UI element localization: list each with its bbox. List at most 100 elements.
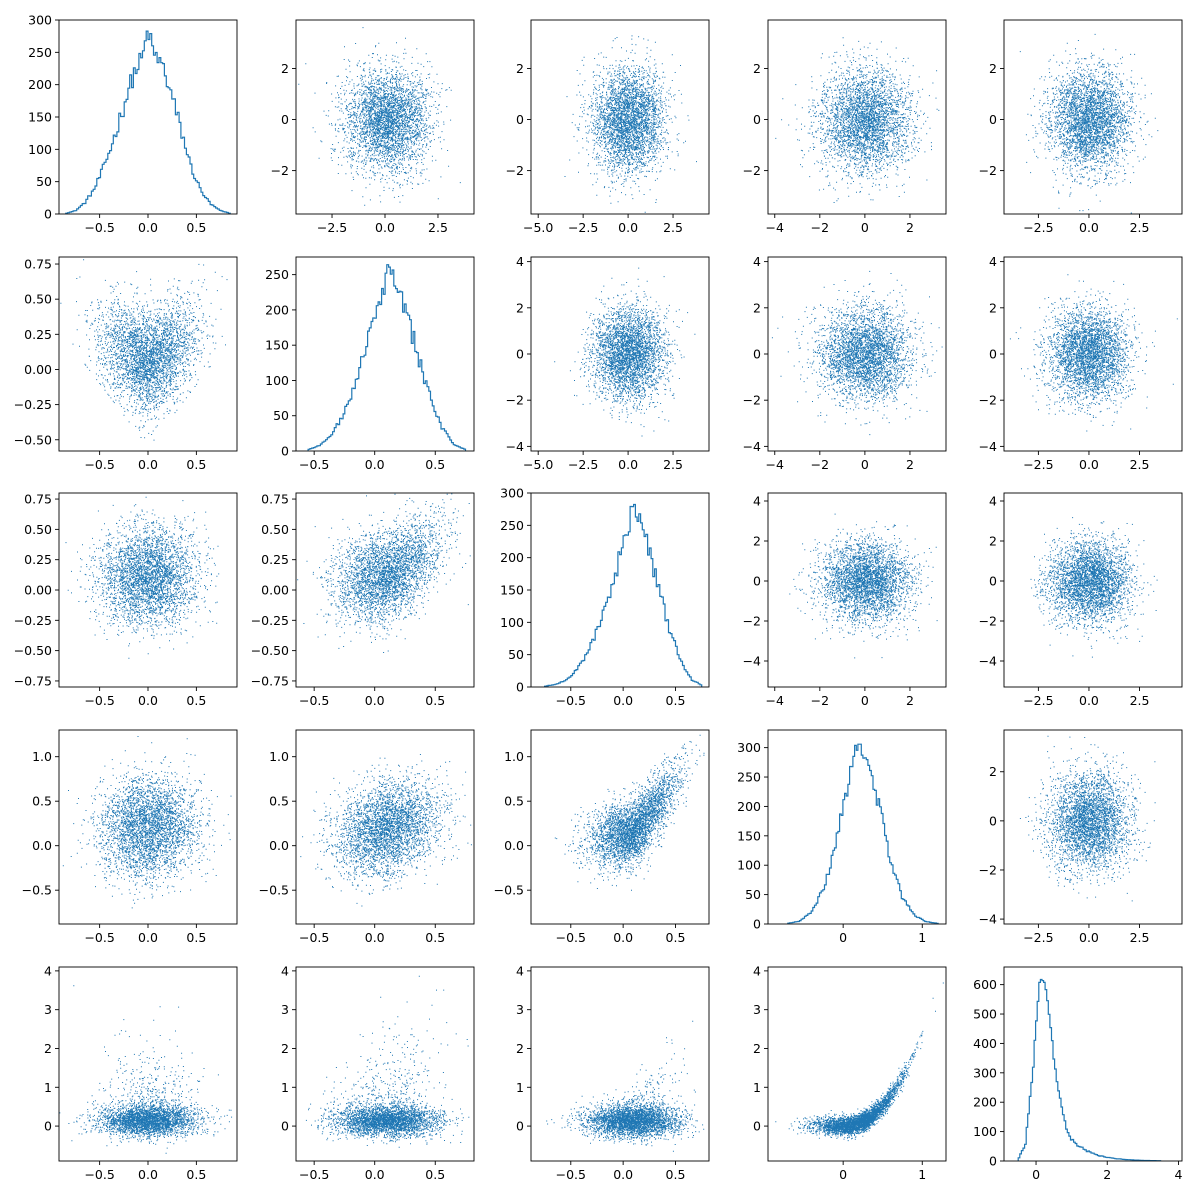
subplot-r3-c4: −2.5 0.0 2.5 −4 −2 0 2 <box>979 729 1183 945</box>
x-tick-label: 0.5 <box>666 930 686 945</box>
y-tick-label: 0 <box>516 347 524 362</box>
y-tick-label: 0 <box>753 917 761 932</box>
y-tick-label: −0.75 <box>251 673 289 688</box>
y-tick-label: 0 <box>281 444 289 459</box>
y-tick-label: −2 <box>979 163 997 178</box>
x-tick-label: 0.0 <box>1079 693 1099 708</box>
x-tick-label: 0 <box>861 693 869 708</box>
x-tick-label: 0.5 <box>186 930 206 945</box>
y-tick-label: 1 <box>753 1080 761 1095</box>
plot-area <box>65 30 231 214</box>
subplot-r4-c3: 0 1 0 1 2 3 4 <box>753 963 947 1182</box>
y-tick-label: 100 <box>737 858 761 873</box>
y-tick-label: 0.5 <box>269 794 289 809</box>
scatter-points <box>775 982 944 1142</box>
y-tick-label: 100 <box>973 1124 997 1139</box>
scatter-points <box>60 259 228 441</box>
scatter-points <box>300 754 472 907</box>
y-tick-label: 0 <box>753 112 761 127</box>
x-tick-label: 0.5 <box>425 1167 445 1182</box>
y-tick-label: 150 <box>737 828 761 843</box>
y-tick-label: 150 <box>500 583 524 598</box>
y-tick-label: −2 <box>743 614 761 629</box>
x-tick-label: 0.0 <box>1079 220 1099 235</box>
x-tick-label: 0 <box>839 930 847 945</box>
y-tick-label: 4 <box>753 254 761 269</box>
x-tick-label: −2 <box>811 457 829 472</box>
y-tick-label: 0 <box>516 680 524 695</box>
scatter-points <box>1019 33 1159 214</box>
y-tick-label: 4 <box>516 963 524 978</box>
axes-frame <box>530 19 710 215</box>
x-tick-label: −2.5 <box>568 220 598 235</box>
x-tick-label: 0.0 <box>138 220 158 235</box>
plot-area <box>1030 517 1158 658</box>
plot-area <box>775 37 940 203</box>
x-tick-label: −2 <box>811 220 829 235</box>
y-tick-label: 4 <box>989 254 997 269</box>
y-tick-label: 1.0 <box>32 749 52 764</box>
x-tick-label: −2.5 <box>568 457 598 472</box>
y-tick-label: 0 <box>516 1119 524 1134</box>
axes-frame <box>767 966 947 1162</box>
x-tick-label: 2.5 <box>1130 693 1150 708</box>
y-tick-label: 200 <box>265 302 289 317</box>
y-tick-label: 4 <box>44 963 52 978</box>
subplot-r2-c0: −0.5 0.0 0.5 −0.75 −0.50 −0.25 0.00 0.25 0.50 0.7… <box>14 492 238 708</box>
x-tick-label: 0.0 <box>365 693 385 708</box>
x-tick-label: −4 <box>766 693 784 708</box>
x-tick-label: 1 <box>918 930 926 945</box>
y-tick-label: 0 <box>989 347 997 362</box>
plot-area <box>1019 735 1156 902</box>
x-tick-label: −2.5 <box>317 220 347 235</box>
subplot-r0-c3: −4 −2 0 2 −2 0 2 <box>743 19 947 235</box>
x-tick-label: 0.0 <box>365 457 385 472</box>
plot-area <box>546 1020 705 1152</box>
y-tick-label: 0.00 <box>261 583 289 598</box>
x-tick-label: 0.0 <box>618 457 638 472</box>
plot-area <box>60 259 228 441</box>
axes-frame <box>1003 256 1183 452</box>
x-tick-label: −2.5 <box>1023 457 1053 472</box>
x-tick-label: −2.5 <box>1023 693 1053 708</box>
plot-area <box>554 267 696 437</box>
x-tick-label: 0.0 <box>375 220 395 235</box>
y-tick-label: 0 <box>753 347 761 362</box>
axes-frame <box>767 19 947 215</box>
y-tick-label: 2 <box>516 61 524 76</box>
y-tick-label: 0.5 <box>32 794 52 809</box>
subplot-r3-c0: −0.5 0.0 0.5 −0.5 0.0 0.5 1.0 <box>22 729 238 945</box>
axes-frame <box>1003 729 1183 925</box>
y-tick-label: 2 <box>753 534 761 549</box>
scatter-points <box>775 37 940 203</box>
plot-area <box>771 270 943 436</box>
plot-area <box>298 27 461 206</box>
y-tick-label: 0 <box>753 574 761 589</box>
scatter-points <box>305 975 470 1148</box>
x-tick-label: 0.5 <box>666 693 686 708</box>
scatter-points <box>546 1020 705 1152</box>
x-tick-label: 1 <box>918 1167 926 1182</box>
y-tick-label: 1.0 <box>504 749 524 764</box>
subplot-r0-c4: −2.5 0.0 2.5 −2 0 2 <box>979 19 1183 235</box>
subplot-r4-c4: 0 2 4 0 100 200 300 400 500 600 <box>973 966 1182 1182</box>
axes-frame <box>767 492 947 688</box>
y-tick-label: 50 <box>273 408 289 423</box>
y-tick-label: 50 <box>745 887 761 902</box>
x-tick-label: −0.5 <box>299 930 329 945</box>
x-tick-label: 0.5 <box>186 693 206 708</box>
y-tick-label: 0.50 <box>24 292 52 307</box>
x-tick-label: −0.5 <box>299 457 329 472</box>
subplot-r0-c2: −5.0 −2.5 0.0 2.5 −2 0 2 <box>506 19 710 235</box>
axes-frame <box>530 492 710 688</box>
scatter-points <box>1009 274 1178 432</box>
y-tick-label: 200 <box>737 799 761 814</box>
y-tick-label: −2 <box>979 614 997 629</box>
x-tick-label: 0 <box>861 220 869 235</box>
scatter-points <box>59 985 237 1154</box>
y-tick-label: 0.5 <box>504 794 524 809</box>
x-tick-label: −0.5 <box>556 693 586 708</box>
scatter-points <box>62 736 232 909</box>
y-tick-label: 0 <box>989 574 997 589</box>
y-tick-label: 50 <box>36 174 52 189</box>
